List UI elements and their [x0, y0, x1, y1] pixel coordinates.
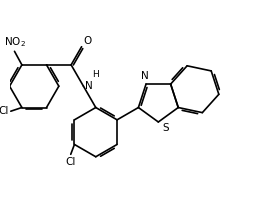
Text: Cl: Cl: [0, 106, 9, 116]
Text: N: N: [85, 81, 93, 91]
Text: N: N: [141, 71, 149, 81]
Text: NO$_2$: NO$_2$: [4, 35, 25, 49]
Text: O: O: [84, 35, 92, 46]
Text: Cl: Cl: [66, 157, 76, 167]
Text: S: S: [162, 123, 169, 133]
Text: H: H: [93, 70, 99, 79]
